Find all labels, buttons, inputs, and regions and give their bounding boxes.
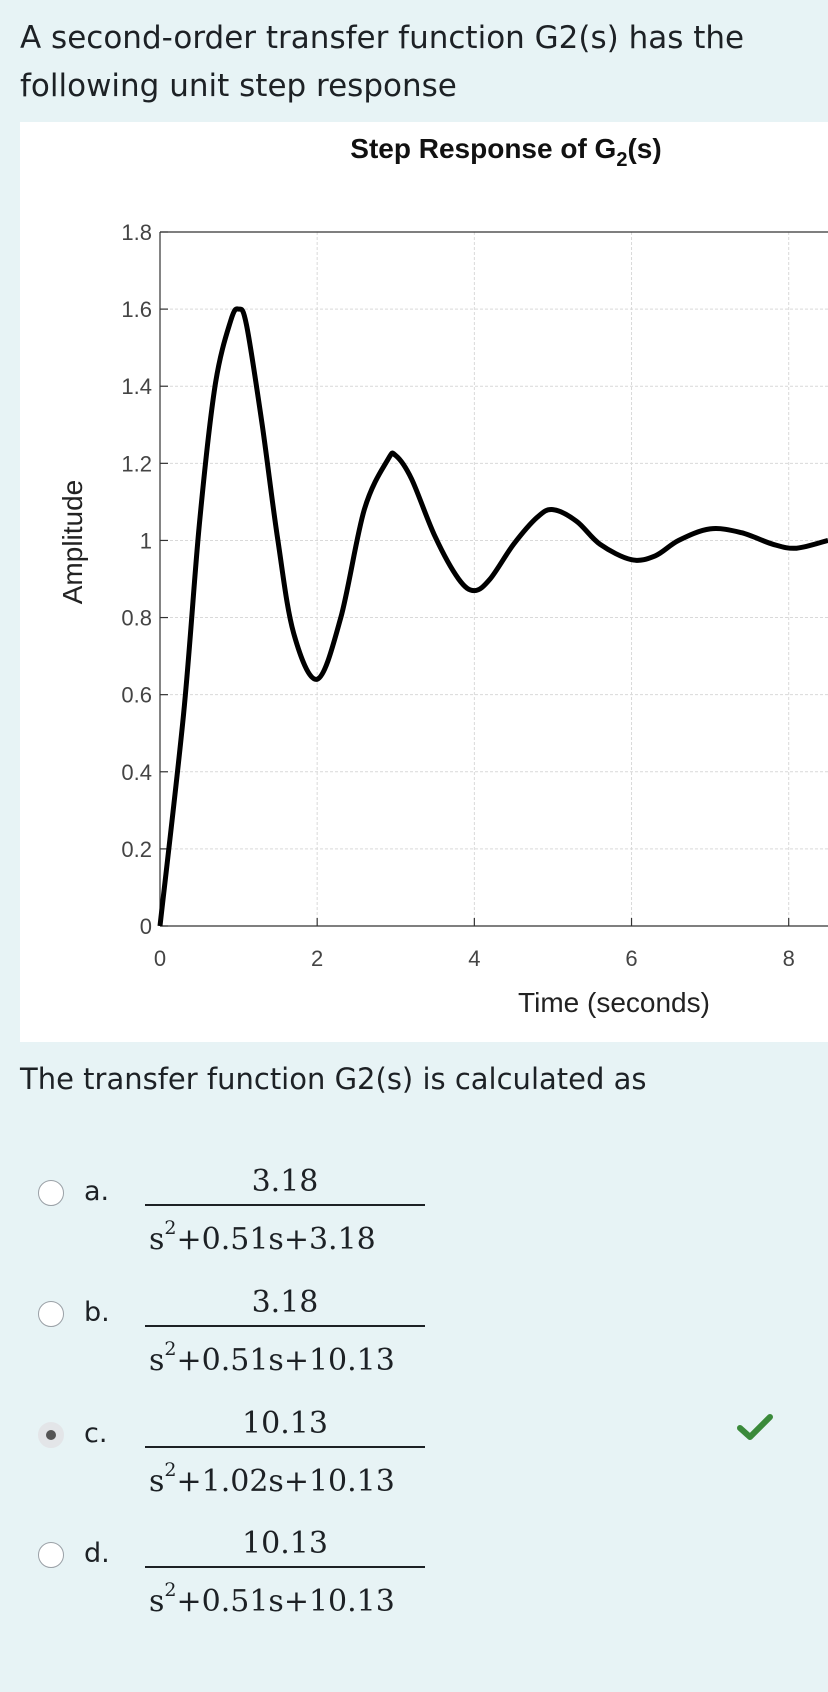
- fraction-bar: [145, 1446, 425, 1448]
- den-var: s: [149, 1222, 165, 1257]
- fraction-a: 3.18 s2+0.51s+3.18: [145, 1162, 425, 1262]
- x-tick-label: 0: [154, 946, 166, 971]
- radio-b[interactable]: [38, 1301, 64, 1327]
- den-rest: +0.51s+3.18: [176, 1222, 376, 1257]
- step-response-chart: 0 0.2 0.4 0.6 0.8 1 1.2 1.4 1.6 1.8 0 2 4 6 8 Step Resp…: [57, 133, 828, 1018]
- numerator: 3.18: [251, 1164, 319, 1199]
- numerator: 10.13: [242, 1406, 328, 1441]
- den-rest: +1.02s+10.13: [176, 1464, 395, 1499]
- check-icon: [737, 1414, 773, 1440]
- fraction-bar: [145, 1325, 425, 1327]
- y-tick-label: 1.4: [121, 374, 152, 399]
- y-tick-label: 0.6: [121, 683, 152, 708]
- y-tick-label: 0: [140, 914, 152, 939]
- y-tick-label: 1.6: [121, 297, 152, 322]
- y-tick-label: 1.2: [121, 451, 152, 476]
- den-rest: +0.51s+10.13: [176, 1343, 395, 1378]
- numerator: 10.13: [242, 1526, 328, 1561]
- den-rest: +0.51s+10.13: [176, 1584, 395, 1619]
- y-tick-label: 0.2: [121, 837, 152, 862]
- option-letter: c.: [84, 1418, 108, 1449]
- denominator: s2+0.51s+3.18: [145, 1210, 425, 1262]
- question-prompt: The transfer function G2(s) is calculate…: [20, 1062, 647, 1096]
- chart-title: Step Response of G2(s): [350, 133, 661, 171]
- step-response-figure: 0 0.2 0.4 0.6 0.8 1 1.2 1.4 1.6 1.8 0 2 4 6 8 Step Resp…: [20, 122, 828, 1042]
- denominator: s2+0.51s+10.13: [145, 1331, 425, 1383]
- y-tick-label: 1.8: [121, 220, 152, 245]
- y-tick-label: 0.4: [121, 760, 152, 785]
- den-var: s: [149, 1584, 165, 1619]
- denominator: s2+1.02s+10.13: [145, 1452, 425, 1504]
- option-letter: b.: [84, 1297, 110, 1328]
- x-tick-label: 4: [468, 946, 480, 971]
- fraction-c: 10.13 s2+1.02s+10.13: [145, 1404, 425, 1504]
- numerator: 3.18: [251, 1285, 319, 1320]
- answer-option-c[interactable]: c. 10.13 s2+1.02s+10.13: [0, 1404, 828, 1514]
- y-axis-label: Amplitude: [57, 480, 88, 605]
- radio-d[interactable]: [38, 1542, 64, 1568]
- option-letter: a.: [84, 1176, 110, 1207]
- den-power: 2: [164, 1459, 177, 1481]
- answer-option-d[interactable]: d. 10.13 s2+0.51s+10.13: [0, 1524, 828, 1634]
- fraction-b: 3.18 s2+0.51s+10.13: [145, 1283, 425, 1383]
- question-intro: A second-order transfer function G2(s) h…: [20, 20, 745, 104]
- x-axis-label: Time (seconds): [518, 987, 710, 1018]
- answer-option-a[interactable]: a. 3.18 s2+0.51s+3.18: [0, 1162, 828, 1272]
- option-letter: d.: [84, 1538, 110, 1569]
- den-var: s: [149, 1343, 165, 1378]
- fraction-bar: [145, 1566, 425, 1568]
- fraction-d: 10.13 s2+0.51s+10.13: [145, 1524, 425, 1624]
- radio-a[interactable]: [38, 1180, 64, 1206]
- x-tick-label: 2: [311, 946, 323, 971]
- step-response-line: [157, 306, 828, 927]
- y-tick-label: 0.8: [121, 606, 152, 631]
- fraction-bar: [145, 1204, 425, 1206]
- den-power: 2: [164, 1217, 177, 1239]
- denominator: s2+0.51s+10.13: [145, 1572, 425, 1624]
- y-tick-label: 1: [140, 528, 152, 553]
- den-power: 2: [164, 1338, 177, 1360]
- radio-c[interactable]: [38, 1422, 64, 1448]
- answer-option-b[interactable]: b. 3.18 s2+0.51s+10.13: [0, 1283, 828, 1393]
- x-tick-label: 6: [625, 946, 637, 971]
- den-power: 2: [164, 1579, 177, 1601]
- den-var: s: [149, 1464, 165, 1499]
- x-tick-label: 8: [783, 946, 795, 971]
